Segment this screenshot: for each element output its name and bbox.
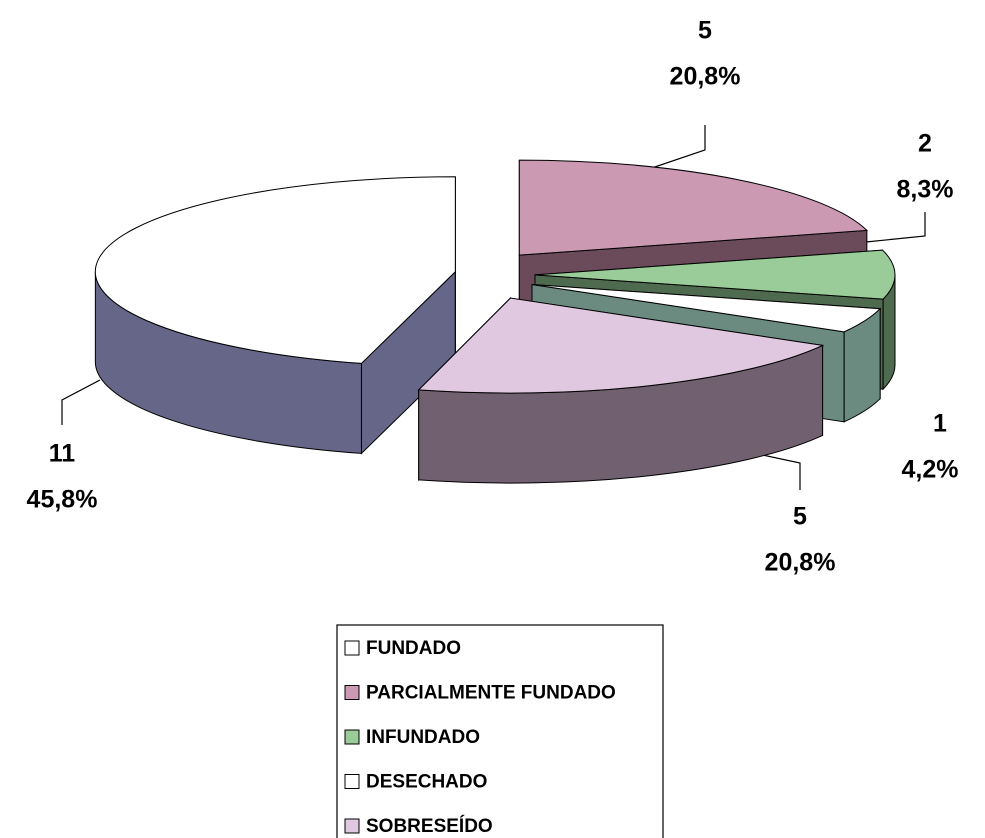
value-label: 5 xyxy=(698,17,712,45)
legend-swatch xyxy=(344,685,360,700)
data-labels: 11 45,8% 5 20,8% 2 8,3% 1 4,2% 5 20,8% xyxy=(27,17,959,577)
leader-line xyxy=(639,125,706,173)
legend-label: PARCIALMENTE FUNDADO xyxy=(366,683,616,704)
legend-label: INFUNDADO xyxy=(366,727,480,748)
leader-line xyxy=(865,212,926,243)
legend-swatch xyxy=(344,729,360,745)
percent-label: 4,2% xyxy=(902,456,959,484)
percent-label: 20,8% xyxy=(670,63,741,91)
slice xyxy=(534,249,896,300)
value-label: 2 xyxy=(918,130,932,158)
leader-line xyxy=(61,379,101,425)
value-label: 11 xyxy=(49,440,76,468)
legend-swatch xyxy=(344,818,360,834)
legend-label: FUNDADO xyxy=(366,638,461,659)
legend-box xyxy=(336,624,664,838)
value-label: 5 xyxy=(793,503,807,531)
pie xyxy=(94,159,896,484)
slice xyxy=(417,297,825,394)
slice xyxy=(94,176,456,364)
percent-label: 8,3% xyxy=(897,176,954,204)
slice xyxy=(531,283,882,333)
legend-swatch xyxy=(344,774,360,789)
percent-label: 20,8% xyxy=(765,549,836,577)
value-label: 1 xyxy=(933,410,947,438)
legend-swatch xyxy=(344,640,360,656)
legend-label: DESECHADO xyxy=(366,772,487,793)
legend-label: SOBRESEÍDO xyxy=(366,815,493,837)
slice xyxy=(518,159,869,256)
legend: FUNDADO PARCIALMENTE FUNDADO INFUNDADO DESE… xyxy=(344,638,616,837)
percent-label: 45,8% xyxy=(27,486,98,514)
